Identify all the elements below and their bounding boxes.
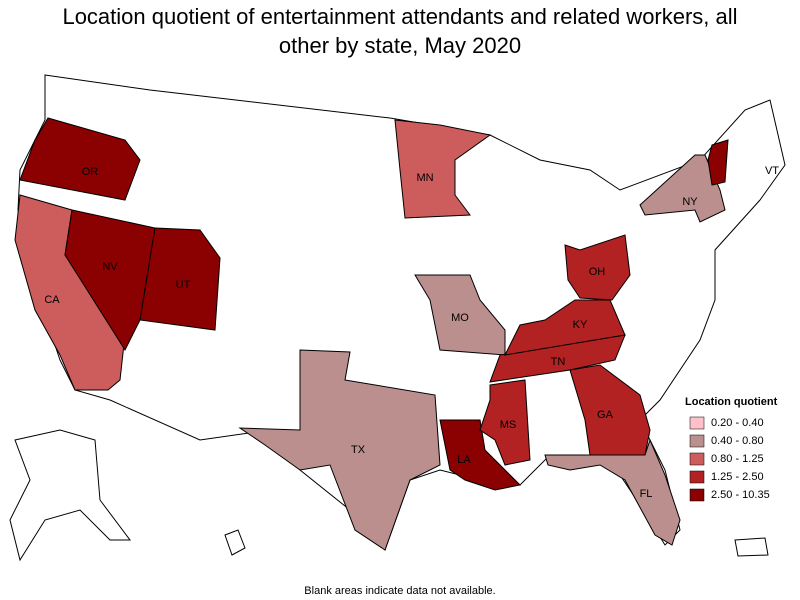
legend-swatch: [689, 470, 705, 484]
state-shape: [504, 299, 626, 356]
legend-swatch: [689, 452, 705, 466]
state-shape: [707, 139, 729, 186]
state-label: VT: [765, 165, 779, 177]
legend-label: 0.20 - 0.40: [711, 417, 764, 429]
state-shape: [139, 227, 221, 331]
legend-swatch: [689, 488, 705, 502]
state-label: OR: [82, 166, 99, 178]
state-shape: [479, 379, 531, 466]
state-label: TN: [551, 356, 566, 368]
state-shape: [414, 274, 506, 356]
map-title: Location quotient of entertainment atten…: [62, 4, 738, 58]
legend-title: Location quotient: [685, 396, 778, 408]
state-label: MO: [451, 312, 469, 324]
state-label: LA: [457, 454, 471, 466]
note: Blank areas indicate data not available.: [304, 585, 495, 597]
state-shape: [238, 349, 441, 551]
state-label: FL: [640, 488, 653, 500]
state-label: MN: [416, 172, 433, 184]
state-label: GA: [597, 409, 614, 421]
state-shape: [639, 154, 726, 223]
state-label: CA: [44, 294, 60, 306]
hawaii: [224, 529, 246, 556]
puerto-rico: [734, 537, 769, 557]
alaska: [9, 429, 131, 562]
state-shape: [394, 119, 492, 219]
state-label: NY: [682, 196, 698, 208]
state-shape: [439, 419, 522, 491]
state-label: MS: [500, 419, 517, 431]
legend-swatch: [689, 434, 705, 448]
state-label: UT: [176, 279, 191, 291]
state-shape: [564, 234, 631, 301]
legend-swatch: [689, 416, 705, 430]
legend-label: 0.80 - 1.25: [711, 453, 764, 465]
state-shape: [19, 117, 141, 201]
legend-label: 2.50 - 10.35: [711, 489, 770, 501]
state-label: NV: [102, 261, 118, 273]
state-shape: [544, 438, 681, 546]
state-label: OH: [589, 266, 606, 278]
legend-label: 0.40 - 0.80: [711, 435, 764, 447]
state-shape: [64, 209, 156, 352]
state-label: KY: [573, 319, 588, 331]
state-shape: [569, 364, 651, 456]
legend-label: 1.25 - 2.50: [711, 471, 764, 483]
state-label: TX: [351, 444, 366, 456]
